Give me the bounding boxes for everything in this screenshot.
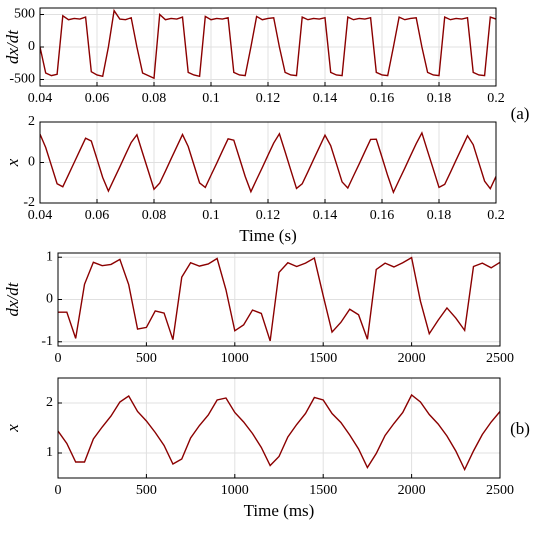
x-tick-label: 2000: [398, 483, 426, 498]
plot-frame: [57, 377, 501, 479]
y-axis-label: dx/dt: [3, 29, 22, 64]
y-tick-label: 0: [28, 39, 35, 54]
x-tick-label: 0.06: [85, 91, 110, 106]
x-tick-label: 0.06: [85, 208, 110, 223]
y-axis-label: x: [3, 158, 22, 167]
y-tick-label: 0: [46, 292, 53, 307]
x-tick-label: 1000: [221, 351, 249, 366]
x-tick-label: 1000: [221, 483, 249, 498]
x-tick-label: 0: [55, 483, 62, 498]
panel-label: (a): [511, 104, 530, 123]
x-tick-label: 1500: [309, 351, 337, 366]
x-tick-label: 0.04: [28, 91, 53, 106]
y-tick-label: 0: [28, 155, 35, 170]
x-tick-label: 2000: [398, 351, 426, 366]
data-line: [40, 131, 496, 195]
y-tick-label: 1: [46, 249, 53, 264]
x-tick-label: 0: [55, 351, 62, 366]
x-tick-label: 0.1: [202, 208, 220, 223]
plot-frame: [57, 252, 501, 347]
x-tick-label: 500: [136, 483, 157, 498]
x-tick-label: 0.12: [256, 91, 281, 106]
plot-frame: [39, 121, 497, 204]
x-tick-label: 0.16: [370, 208, 395, 223]
x-tick-label: 0.14: [313, 91, 338, 106]
y-tick-label: 1: [46, 445, 53, 460]
x-tick-label: 0.1: [202, 91, 220, 106]
data-line: [58, 393, 500, 472]
y-axis-label: dx/dt: [3, 281, 22, 316]
x-tick-label: 0.04: [28, 208, 53, 223]
data-line: [58, 256, 500, 342]
x-tick-label: 0.2: [487, 91, 505, 106]
x-tick-label: 2500: [486, 483, 514, 498]
x-tick-label: 0.16: [370, 91, 395, 106]
x-tick-label: 0.18: [427, 208, 452, 223]
x-tick-label: 2500: [486, 351, 514, 366]
x-axis-label: Time (s): [239, 226, 296, 245]
x-tick-label: 0.14: [313, 208, 338, 223]
x-tick-label: 0.18: [427, 91, 452, 106]
y-tick-label: 2: [28, 114, 35, 129]
y-tick-label: -500: [9, 72, 35, 87]
data-line: [40, 8, 496, 80]
x-axis-label: Time (ms): [244, 501, 315, 520]
x-tick-label: 1500: [309, 483, 337, 498]
y-axis-label: x: [3, 424, 22, 433]
x-tick-label: 0.08: [142, 91, 167, 106]
y-tick-label: -1: [41, 334, 53, 349]
panel-label: (b): [510, 419, 530, 438]
x-tick-label: 500: [136, 351, 157, 366]
x-tick-label: 0.2: [487, 208, 505, 223]
x-tick-label: 0.08: [142, 208, 167, 223]
y-tick-label: 500: [14, 7, 35, 22]
x-tick-label: 0.12: [256, 208, 281, 223]
y-tick-label: 2: [46, 395, 53, 410]
y-tick-label: -2: [23, 195, 35, 210]
plot-frame: [39, 7, 497, 87]
